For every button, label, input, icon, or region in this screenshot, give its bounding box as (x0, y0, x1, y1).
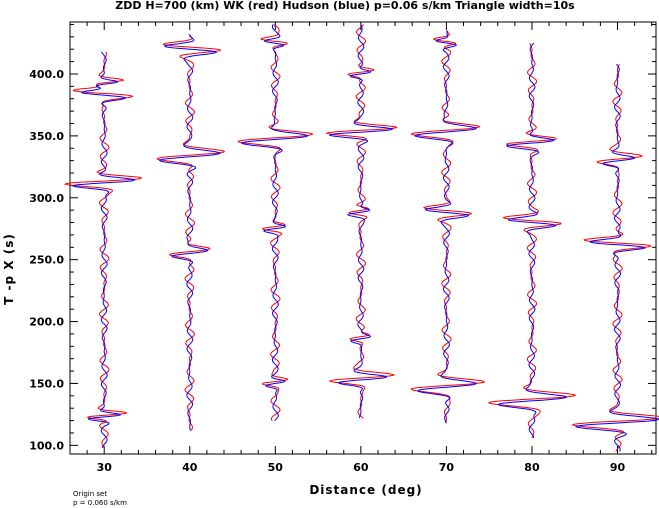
x-tick-label: 70 (439, 461, 455, 474)
x-tick-label: 80 (524, 461, 540, 474)
x-tick-label: 50 (268, 461, 284, 474)
x-tick-label: 90 (610, 461, 626, 474)
trace-wk-40 (156, 34, 226, 431)
y-tick-label: 300.0 (29, 192, 64, 205)
trace-hudson-70 (414, 30, 478, 424)
y-axis-label: T -p X (s) (2, 233, 16, 305)
x-tick-label: 30 (97, 461, 113, 474)
y-tick-label: 250.0 (29, 254, 64, 267)
footer-origin: Origin set (73, 490, 107, 498)
x-axis: 30 40 50 60 70 80 90 (86, 22, 653, 474)
trace-area (63, 24, 659, 452)
y-tick-label: 150.0 (29, 377, 64, 390)
trace-hudson-80 (497, 42, 568, 438)
y-tick-label: 200.0 (29, 316, 64, 329)
x-axis-label: Distance (deg) (309, 483, 422, 497)
trace-hudson-60 (328, 24, 394, 419)
x-tick-label: 60 (353, 461, 369, 474)
trace-hudson-90 (575, 63, 659, 452)
trace-wk-50 (237, 24, 314, 421)
y-axis: 100.0 150.0 200.0 250.0 300.0 350.0 400.0 (29, 23, 656, 452)
x-tick-label: 40 (182, 461, 198, 474)
footer-p-value: p = 0.060 s/km (73, 499, 127, 507)
trace-wk-70 (410, 30, 485, 424)
trace-hudson-40 (158, 34, 221, 431)
trace-hudson-30 (72, 51, 136, 448)
trace-wk-90 (571, 64, 659, 452)
y-tick-label: 100.0 (29, 439, 64, 452)
trace-hudson-50 (241, 24, 309, 421)
plot-frame (69, 21, 657, 455)
chart-title: ZDD H=700 (km) WK (red) Hudson (blue) p=… (115, 0, 575, 12)
y-tick-label: 350.0 (29, 130, 64, 143)
plot-border (69, 21, 657, 455)
y-tick-label: 400.0 (29, 68, 64, 81)
